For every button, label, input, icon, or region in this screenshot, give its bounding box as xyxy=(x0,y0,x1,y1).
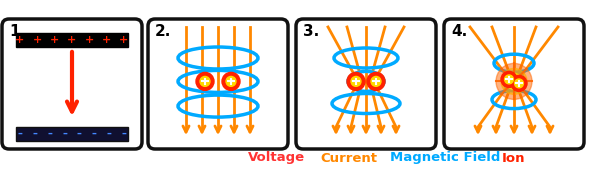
Bar xyxy=(16,33,128,47)
Text: +: + xyxy=(16,35,25,45)
Circle shape xyxy=(515,79,523,88)
Circle shape xyxy=(347,72,365,90)
Circle shape xyxy=(371,76,381,86)
FancyBboxPatch shape xyxy=(148,19,288,149)
Circle shape xyxy=(222,72,240,90)
Circle shape xyxy=(196,72,214,90)
Text: –: – xyxy=(77,129,82,139)
Circle shape xyxy=(226,76,236,86)
Text: +: + xyxy=(33,35,42,45)
Circle shape xyxy=(505,75,514,84)
Circle shape xyxy=(200,76,210,86)
Text: +: + xyxy=(50,35,59,45)
Text: –: – xyxy=(122,129,127,139)
Circle shape xyxy=(351,76,361,86)
Circle shape xyxy=(496,63,532,99)
Circle shape xyxy=(506,73,522,89)
Text: +: + xyxy=(102,35,111,45)
Text: –: – xyxy=(17,129,22,139)
Circle shape xyxy=(501,68,527,94)
Circle shape xyxy=(511,75,527,91)
Text: +: + xyxy=(67,35,77,45)
Text: Magnetic Field: Magnetic Field xyxy=(390,151,500,164)
Text: –: – xyxy=(92,129,97,139)
Bar xyxy=(16,127,128,141)
Text: –: – xyxy=(32,129,37,139)
Text: –: – xyxy=(47,129,52,139)
Text: –: – xyxy=(62,129,67,139)
Circle shape xyxy=(367,72,385,90)
Text: Current: Current xyxy=(320,151,377,164)
Text: Voltage: Voltage xyxy=(248,151,305,164)
Circle shape xyxy=(501,71,517,87)
Text: 4.: 4. xyxy=(451,24,467,39)
Text: 1.: 1. xyxy=(9,24,25,39)
Text: –: – xyxy=(107,129,112,139)
Text: Ion: Ion xyxy=(502,151,526,164)
FancyBboxPatch shape xyxy=(296,19,436,149)
FancyBboxPatch shape xyxy=(444,19,584,149)
Text: +: + xyxy=(85,35,94,45)
FancyBboxPatch shape xyxy=(2,19,142,149)
Text: +: + xyxy=(119,35,128,45)
Text: 3.: 3. xyxy=(303,24,319,39)
Text: 2.: 2. xyxy=(155,24,172,39)
